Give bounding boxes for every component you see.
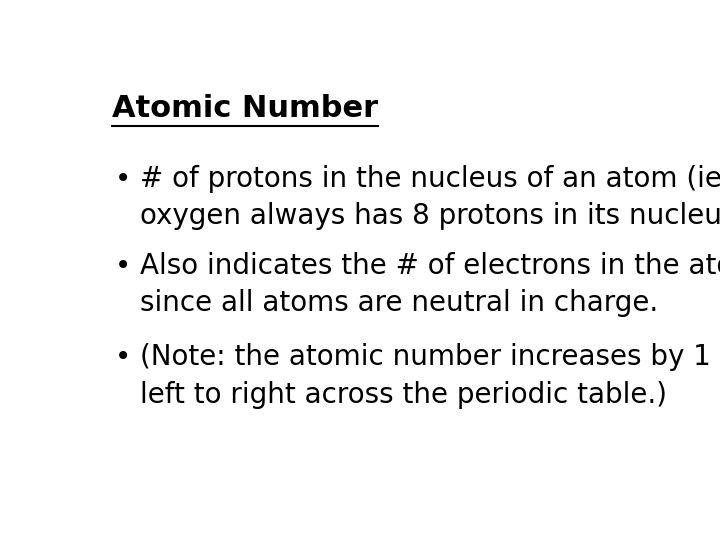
Text: # of protons in the nucleus of an atom (ie.: # of protons in the nucleus of an atom (… [140, 165, 720, 193]
Text: since all atoms are neutral in charge.: since all atoms are neutral in charge. [140, 289, 659, 318]
Text: left to right across the periodic table.): left to right across the periodic table.… [140, 381, 667, 409]
Text: •: • [115, 343, 131, 372]
Text: Also indicates the # of electrons in the atom,: Also indicates the # of electrons in the… [140, 252, 720, 280]
Text: (Note: the atomic number increases by 1 from: (Note: the atomic number increases by 1 … [140, 343, 720, 372]
Text: Atomic Number: Atomic Number [112, 94, 379, 123]
Text: •: • [115, 165, 131, 193]
Text: •: • [115, 252, 131, 280]
Text: oxygen always has 8 protons in its nucleus).: oxygen always has 8 protons in its nucle… [140, 202, 720, 230]
